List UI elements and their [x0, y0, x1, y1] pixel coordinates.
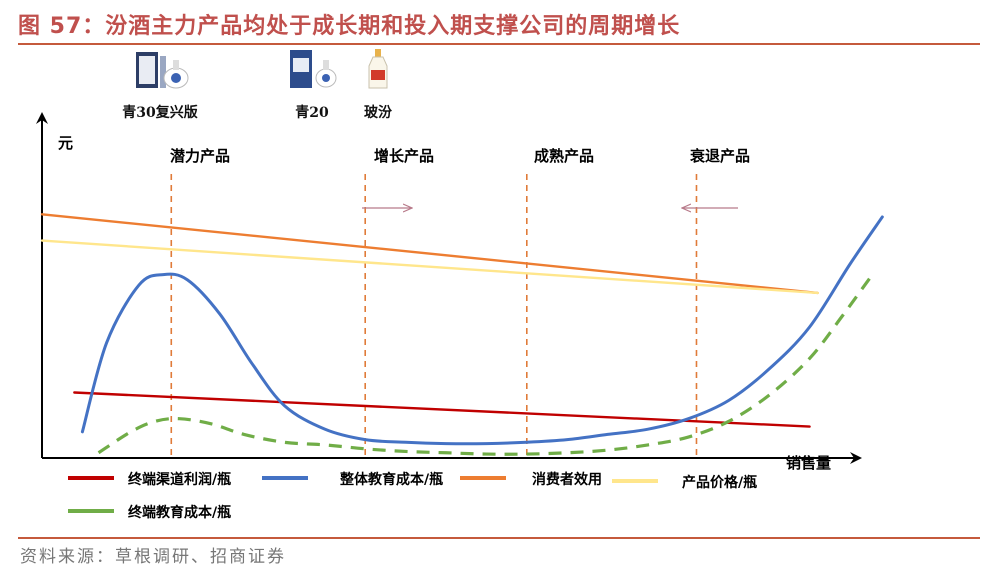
product-qing30: 青30复兴版	[120, 48, 200, 122]
source-rule	[18, 537, 980, 539]
figure-title: 图 57：汾酒主力产品均处于成长期和投入期支撑公司的周期增长	[18, 14, 681, 39]
product-bofen-image	[368, 49, 388, 89]
legend-label: 终端教育成本/瓶	[128, 504, 231, 521]
series-line-overall-edu	[80, 215, 884, 446]
title-underline	[18, 43, 980, 45]
series-line-channel-profit	[73, 391, 811, 428]
product-bofen: 玻汾	[352, 48, 404, 122]
legend-label: 产品价格/瓶	[682, 474, 757, 491]
product-qing20: 青20	[280, 48, 344, 122]
product-qing20-label: 青20	[295, 105, 329, 121]
product-qing30-label: 青30复兴版	[122, 105, 198, 121]
series-line-terminal-edu	[97, 271, 876, 456]
stage-label: 衰退产品	[689, 147, 750, 165]
stage-label: 增长产品	[374, 147, 434, 165]
stage-label: 潜力产品	[170, 147, 230, 165]
stage-label: 成熟产品	[534, 147, 594, 165]
x-axis-label: 销售量	[786, 454, 831, 472]
product-qing20-image	[290, 50, 337, 88]
source-note: 资料来源：草根调研、招商证券	[20, 547, 286, 567]
legend-label: 终端渠道利润/瓶	[128, 471, 231, 488]
product-bofen-label: 玻汾	[364, 105, 392, 121]
series-line-price	[40, 239, 819, 295]
series-line-consumer-utility	[40, 213, 819, 295]
y-axis-label: 元	[58, 134, 73, 152]
product-qing30-image	[136, 52, 189, 89]
legend-label: 消费者效用	[532, 471, 602, 488]
legend-label: 整体教育成本/瓶	[339, 471, 443, 488]
